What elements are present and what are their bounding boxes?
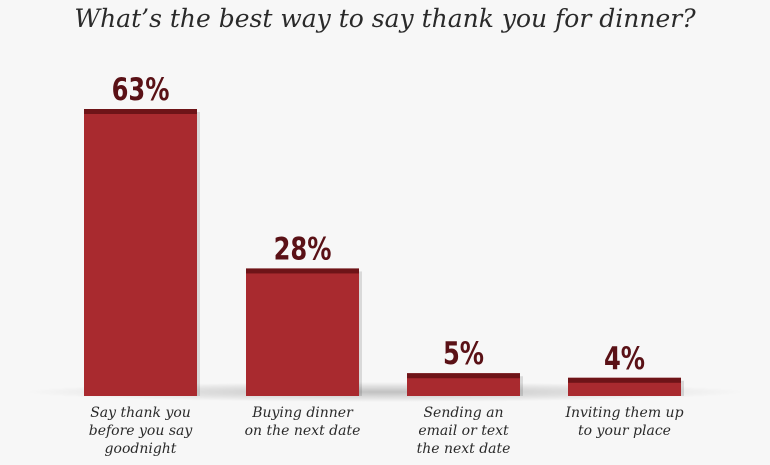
bar-top-edge bbox=[407, 373, 520, 379]
category-label: Inviting them up to your place bbox=[550, 404, 700, 440]
bar bbox=[407, 373, 520, 396]
category-label-line: email or text bbox=[418, 423, 509, 439]
category-label-line: goodnight bbox=[104, 441, 177, 457]
category-label-line: to your place bbox=[578, 423, 671, 439]
bar bbox=[84, 109, 197, 396]
category-label: Buying dinner on the next date bbox=[228, 404, 378, 440]
bar-top-edge bbox=[568, 377, 681, 383]
category-label-line: the next date bbox=[416, 441, 511, 457]
category-label-line: before you say bbox=[88, 423, 193, 439]
bar-top-edge bbox=[84, 109, 197, 114]
value-label: 5% bbox=[443, 335, 484, 372]
chart-title: What’s the best way to say thank you for… bbox=[74, 4, 696, 33]
category-label-line: on the next date bbox=[244, 423, 361, 439]
category-label-line: Say thank you bbox=[90, 405, 191, 421]
category-label-line: Sending an bbox=[423, 405, 504, 421]
value-label: 28% bbox=[274, 230, 332, 267]
value-label: 63% bbox=[112, 71, 170, 108]
category-label-line: Inviting them up bbox=[565, 405, 684, 421]
floor-shadow bbox=[25, 382, 745, 402]
bar bbox=[246, 268, 359, 396]
category-label-line: Buying dinner bbox=[252, 405, 353, 421]
bar-top-edge bbox=[246, 268, 359, 274]
category-label: Say thank you before you say goodnight bbox=[66, 404, 216, 458]
value-label: 4% bbox=[604, 340, 645, 377]
category-label: Sending an email or text the next date bbox=[389, 404, 539, 458]
